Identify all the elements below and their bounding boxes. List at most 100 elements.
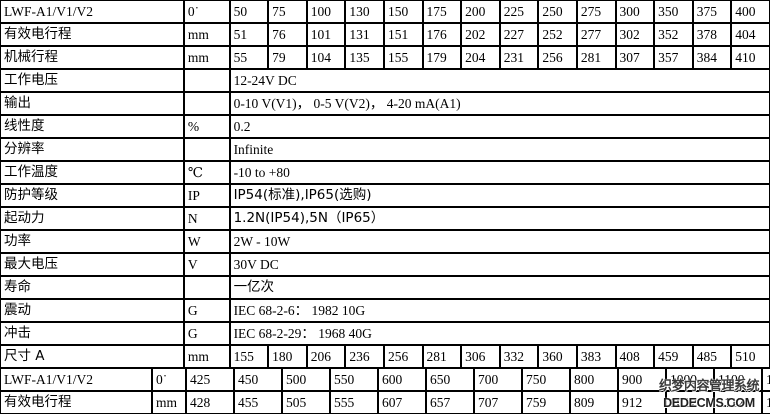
cell-model-2-7: 750 xyxy=(522,368,570,391)
cell-mechanical-stroke-11: 357 xyxy=(654,46,693,69)
cell-effective-electrical-stroke-9: 277 xyxy=(576,23,616,46)
cell-model-4: 150 xyxy=(383,0,423,23)
table-row: 冲击 G IEC 68-2-29： 1968 40G xyxy=(0,322,770,345)
cell-dimension-a-4: 256 xyxy=(383,345,423,368)
cell-output-value: 0-10 V(V1)， 0-5 V(V2)， 4-20 mA(A1) xyxy=(229,92,770,115)
row-label-protection-level: 防护等级 xyxy=(0,184,184,207)
cell-dimension-a-0: 155 xyxy=(229,345,269,368)
cell-mechanical-stroke-1: 79 xyxy=(268,46,307,69)
cell-effective-electrical-stroke-2-5: 657 xyxy=(426,391,474,414)
cell-model-9: 275 xyxy=(576,0,616,23)
cell-model-2-8: 800 xyxy=(570,368,618,391)
row-label-output: 输出 xyxy=(0,92,184,115)
row-label-model: LWF-A1/V1/V2 xyxy=(0,0,184,23)
cell-model-5: 175 xyxy=(422,0,462,23)
cell-mechanical-stroke-3: 135 xyxy=(345,46,384,69)
table-row: LWF-A1/V1/V2 0˙ 425 450 500 550 600 650 700 750 80… xyxy=(0,368,770,391)
cell-effective-electrical-stroke-2: 101 xyxy=(306,23,346,46)
cell-effective-electrical-stroke-10: 302 xyxy=(615,23,655,46)
cell-dimension-a-12: 485 xyxy=(692,345,732,368)
cell-dimension-a-8: 360 xyxy=(538,345,577,368)
cell-dimension-a-3: 236 xyxy=(345,345,384,368)
cell-effective-electrical-stroke-2-3: 555 xyxy=(330,391,378,414)
row-unit-model: 0˙ xyxy=(183,0,230,23)
cell-effective-electrical-stroke-2-12: 1212 xyxy=(762,391,770,414)
cell-effective-electrical-stroke-1: 76 xyxy=(268,23,307,46)
cell-effective-electrical-stroke-3: 131 xyxy=(345,23,384,46)
cell-mechanical-stroke-13: 410 xyxy=(731,46,770,69)
cell-dimension-a-13: 510 xyxy=(731,345,770,368)
row-label-mechanical-stroke: 机械行程 xyxy=(0,46,184,69)
cell-power-value: 2W - 10W xyxy=(229,230,770,253)
cell-mechanical-stroke-6: 204 xyxy=(461,46,500,69)
cell-model-2-10: 1000 xyxy=(666,368,714,391)
cell-mechanical-stroke-2: 104 xyxy=(306,46,346,69)
row-label-shock: 冲击 xyxy=(0,322,184,345)
row-unit-protection-level: IP xyxy=(183,184,230,207)
cell-model-6: 200 xyxy=(461,0,500,23)
row-label-power: 功率 xyxy=(0,230,184,253)
cell-shock-value: IEC 68-2-29： 1968 40G xyxy=(229,322,770,345)
specification-table-bottom: LWF-A1/V1/V2 0˙ 425 450 500 550 600 650 700 750 80… xyxy=(0,368,770,414)
row-label-linearity: 线性度 xyxy=(0,115,184,138)
cell-model-2-5: 650 xyxy=(426,368,474,391)
table-row: 分辨率 Infinite xyxy=(0,138,770,161)
cell-model-2-2: 500 xyxy=(282,368,330,391)
cell-operating-temperature-value: -10 to +80 xyxy=(229,161,770,184)
cell-mechanical-stroke-12: 384 xyxy=(692,46,732,69)
row-unit-mechanical-stroke: mm xyxy=(183,46,230,69)
specification-table-top: LWF-A1/V1/V2 0˙ 50 75 100 130 150 175 200 225 250 2… xyxy=(0,0,770,368)
cell-life-value: 一亿次 xyxy=(229,276,770,299)
cell-effective-electrical-stroke-2-0: 428 xyxy=(186,391,234,414)
cell-starting-force-value: 1.2N(IP54),5N（IP65） xyxy=(229,207,770,230)
cell-model-10: 300 xyxy=(615,0,655,23)
row-unit-linearity: % xyxy=(183,115,230,138)
cell-effective-electrical-stroke-0: 51 xyxy=(229,23,269,46)
table-row: 寿命 一亿次 xyxy=(0,276,770,299)
cell-effective-electrical-stroke-2-2: 505 xyxy=(282,391,330,414)
specification-table-bottom-body: LWF-A1/V1/V2 0˙ 425 450 500 550 600 650 700 750 80… xyxy=(0,368,770,414)
cell-model-12: 375 xyxy=(692,0,732,23)
cell-effective-electrical-stroke-6: 202 xyxy=(461,23,500,46)
cell-effective-electrical-stroke-2-8: 809 xyxy=(570,391,618,414)
row-label-operating-voltage: 工作电压 xyxy=(0,69,184,92)
row-unit-dimension-a: mm xyxy=(183,345,230,368)
table-row: 工作电压 12-24V DC xyxy=(0,69,770,92)
cell-effective-electrical-stroke-2-4: 607 xyxy=(378,391,426,414)
cell-effective-electrical-stroke-2-9: 912 xyxy=(618,391,666,414)
cell-protection-level-value: IP54(标准),IP65(选购) xyxy=(229,184,770,207)
cell-model-2-6: 700 xyxy=(474,368,522,391)
table-row: 震动 G IEC 68-2-6： 1982 10G xyxy=(0,299,770,322)
cell-model-2-11: 1100 xyxy=(714,368,762,391)
table-row: 防护等级 IP IP54(标准),IP65(选购) xyxy=(0,184,770,207)
cell-model-2-3: 550 xyxy=(330,368,378,391)
row-label-dimension-a: 尺寸 A xyxy=(0,345,184,368)
cell-linearity-value: 0.2 xyxy=(229,115,770,138)
row-unit-life xyxy=(183,276,230,299)
table-row: 功率 W 2W - 10W xyxy=(0,230,770,253)
cell-model-2-9: 900 xyxy=(618,368,666,391)
row-unit-output xyxy=(183,92,230,115)
cell-vibration-value: IEC 68-2-6： 1982 10G xyxy=(229,299,770,322)
cell-model-1: 75 xyxy=(268,0,307,23)
cell-effective-electrical-stroke-12: 378 xyxy=(692,23,732,46)
cell-effective-electrical-stroke-13: 404 xyxy=(731,23,770,46)
row-unit-starting-force: N xyxy=(183,207,230,230)
cell-effective-electrical-stroke-2-7: 759 xyxy=(522,391,570,414)
cell-model-13: 400 xyxy=(731,0,770,23)
cell-mechanical-stroke-4: 155 xyxy=(383,46,423,69)
cell-dimension-a-1: 180 xyxy=(268,345,307,368)
cell-dimension-a-11: 459 xyxy=(654,345,693,368)
cell-max-voltage-value: 30V DC xyxy=(229,253,770,276)
row-unit-effective-electrical-stroke: mm xyxy=(183,23,230,46)
cell-model-2-1: 450 xyxy=(234,368,282,391)
row-label-vibration: 震动 xyxy=(0,299,184,322)
cell-dimension-a-6: 306 xyxy=(461,345,500,368)
table-row: 线性度% 0.2 xyxy=(0,115,770,138)
cell-effective-electrical-stroke-4: 151 xyxy=(383,23,423,46)
cell-resolution-value: Infinite xyxy=(229,138,770,161)
row-unit-effective-electrical-stroke-2: mm xyxy=(152,391,186,414)
cell-effective-electrical-stroke-8: 252 xyxy=(538,23,577,46)
